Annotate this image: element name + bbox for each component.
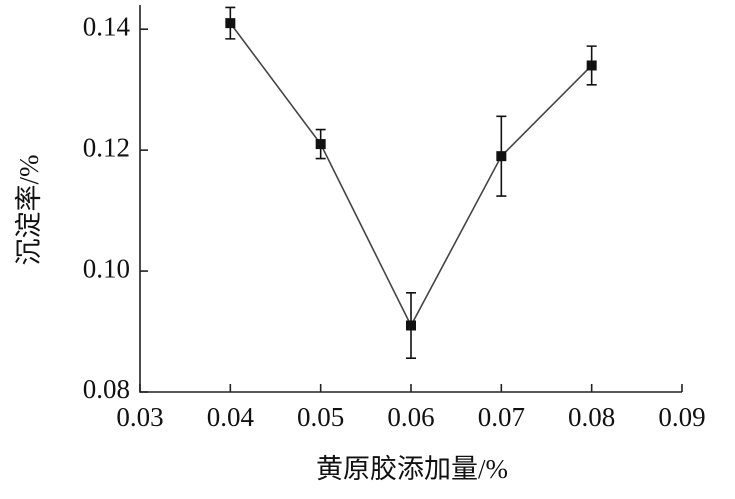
x-axis-title: 黄原胶添加量/% xyxy=(316,454,508,484)
x-tick-label: 0.07 xyxy=(478,402,525,432)
y-tick-label: 0.14 xyxy=(83,11,131,41)
data-point xyxy=(586,60,597,71)
x-tick-label: 0.03 xyxy=(116,402,163,432)
data-point xyxy=(225,18,236,29)
y-tick-label: 0.08 xyxy=(83,374,130,404)
data-point xyxy=(406,320,416,331)
data-line xyxy=(229,22,593,328)
x-tick-label: 0.04 xyxy=(207,402,255,432)
data-point xyxy=(315,139,326,150)
x-tick-label: 0.09 xyxy=(658,402,705,432)
y-axis-title: 沉淀率/% xyxy=(14,155,44,266)
x-tick-label: 0.05 xyxy=(297,402,344,432)
y-tick-label: 0.12 xyxy=(83,132,130,162)
x-tick-label: 0.08 xyxy=(568,402,615,432)
y-tick-label: 0.10 xyxy=(83,253,130,283)
x-tick-label: 0.06 xyxy=(387,402,434,432)
data-point xyxy=(496,151,507,162)
